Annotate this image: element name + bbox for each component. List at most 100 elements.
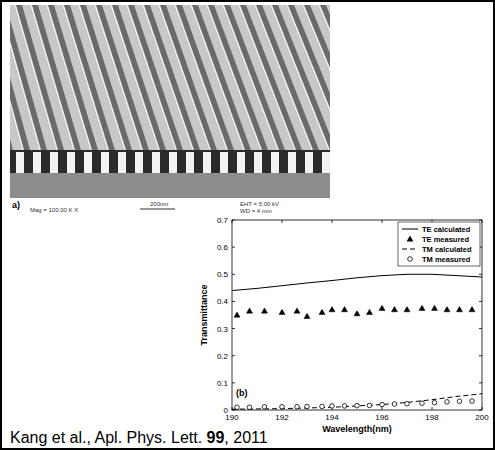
y-tick bbox=[232, 274, 235, 275]
y-tick bbox=[232, 355, 235, 356]
sem-info: Mag = 100.00 K X bbox=[30, 207, 78, 213]
x-tick-label: 196 bbox=[375, 413, 389, 422]
data-point bbox=[305, 404, 310, 409]
sem-ridge bbox=[310, 5, 330, 150]
data-point bbox=[469, 307, 475, 312]
data-point bbox=[234, 312, 240, 317]
legend: TE calculatedTE measuredTM calculatedTM … bbox=[398, 222, 480, 266]
legend-swatch bbox=[402, 249, 418, 250]
legend-box bbox=[398, 222, 480, 266]
data-point bbox=[355, 403, 360, 408]
x-tick-top bbox=[282, 220, 283, 223]
sem-pillar bbox=[203, 152, 211, 173]
data-point bbox=[342, 404, 347, 409]
y-tick-right bbox=[479, 355, 482, 356]
sem-info: EHT = 5.00 kV bbox=[240, 201, 279, 207]
data-point bbox=[329, 307, 335, 312]
sem-pillar bbox=[50, 152, 58, 173]
sem-ridge-edge bbox=[190, 5, 245, 150]
data-point bbox=[235, 405, 240, 410]
x-tick-label: 198 bbox=[425, 413, 439, 422]
sem-pillar bbox=[220, 152, 228, 173]
data-point bbox=[367, 309, 373, 314]
y-tick bbox=[232, 247, 235, 248]
sem-ridge-edge bbox=[222, 5, 279, 150]
data-point bbox=[262, 404, 267, 409]
figure: a)Mag = 100.00 K X200nmEHT = 5.00 kVWD =… bbox=[0, 0, 495, 450]
sem-pillar bbox=[84, 152, 92, 173]
chart-panel bbox=[183, 216, 493, 428]
caption-part: , 2011 bbox=[224, 429, 267, 446]
x-tick bbox=[382, 407, 383, 410]
panel-label: (b) bbox=[236, 388, 248, 398]
x-tick-label: 200 bbox=[475, 413, 489, 422]
data-point bbox=[444, 307, 450, 312]
y-tick-label: 0.1 bbox=[217, 379, 229, 388]
x-tick-label: 194 bbox=[325, 413, 339, 422]
plot-frame bbox=[232, 220, 482, 410]
x-tick-top bbox=[382, 220, 383, 223]
data-point bbox=[320, 404, 325, 409]
sem-ridge-edge bbox=[206, 5, 262, 150]
data-point bbox=[404, 307, 410, 312]
legend-swatch bbox=[402, 229, 418, 230]
sem-ridge-edge bbox=[318, 5, 330, 150]
sem-pillar bbox=[67, 152, 75, 173]
data-point bbox=[457, 307, 463, 312]
data-point bbox=[342, 307, 348, 312]
data-point bbox=[445, 400, 450, 405]
sem-image bbox=[10, 5, 330, 198]
sem-pillar bbox=[33, 152, 41, 173]
legend-label: TM calculated bbox=[422, 245, 472, 254]
series-line bbox=[232, 394, 482, 409]
sem-scale-bar bbox=[140, 209, 175, 210]
y-tick-right bbox=[479, 301, 482, 302]
data-point bbox=[262, 308, 268, 313]
data-point bbox=[392, 402, 397, 407]
x-tick-top bbox=[332, 220, 333, 223]
slide-frame bbox=[1, 1, 494, 449]
y-tick-right bbox=[479, 274, 482, 275]
y-tick-label: 0.7 bbox=[217, 216, 229, 225]
sem-pillar bbox=[118, 152, 126, 173]
data-point bbox=[367, 403, 372, 408]
legend-swatch bbox=[407, 236, 413, 241]
data-point bbox=[432, 305, 438, 310]
data-point bbox=[330, 404, 335, 409]
data-point bbox=[280, 404, 285, 409]
plot-data bbox=[232, 274, 482, 409]
sem-pillar bbox=[288, 152, 296, 173]
legend-swatch bbox=[408, 257, 413, 262]
caption-part: Kang et al., Apl. Phys. Lett. bbox=[10, 429, 207, 446]
data-point bbox=[405, 401, 410, 406]
y-tick bbox=[232, 328, 235, 329]
sem-pillar bbox=[254, 152, 262, 173]
series-line bbox=[232, 274, 482, 290]
data-point bbox=[279, 309, 285, 314]
data-point bbox=[295, 404, 300, 409]
sem-ridge-edge bbox=[142, 5, 194, 150]
legend-label: TE calculated bbox=[422, 225, 471, 234]
data-point bbox=[379, 305, 385, 310]
sem-ridge-edge bbox=[158, 5, 211, 150]
sem-pillar bbox=[271, 152, 279, 173]
sem-info: WD = 4 mm bbox=[240, 208, 272, 214]
legend-label: TM measured bbox=[422, 255, 471, 264]
y-tick-label: 0.4 bbox=[217, 297, 229, 306]
sem-substrate bbox=[10, 173, 330, 198]
data-point bbox=[432, 400, 437, 405]
sem-pillar bbox=[305, 152, 313, 173]
y-axis-title: Transmittance bbox=[199, 284, 209, 345]
sem-info: 200nm bbox=[150, 201, 168, 207]
data-point bbox=[380, 402, 385, 407]
data-point bbox=[457, 399, 462, 404]
data-point bbox=[304, 313, 310, 318]
data-point bbox=[247, 405, 252, 410]
sem-pillar bbox=[152, 152, 160, 173]
y-tick bbox=[232, 301, 235, 302]
data-point bbox=[319, 309, 325, 314]
y-tick-label: 0.3 bbox=[217, 325, 229, 334]
sem-pillar bbox=[322, 152, 330, 173]
x-tick bbox=[432, 407, 433, 410]
y-tick-right bbox=[479, 328, 482, 329]
